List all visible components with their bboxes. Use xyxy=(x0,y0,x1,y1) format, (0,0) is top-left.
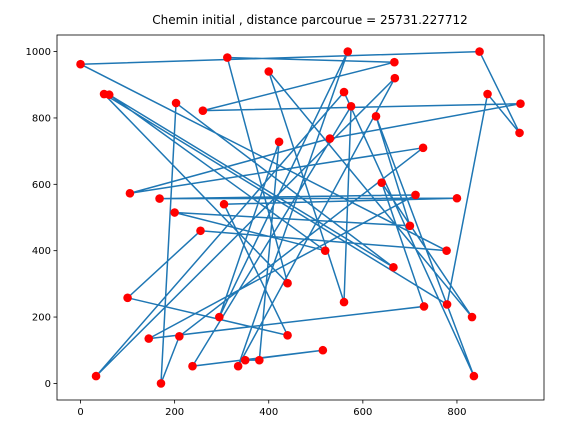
y-tick-label: 0 xyxy=(45,379,51,390)
city-point xyxy=(144,334,154,343)
y-tick-label: 800 xyxy=(32,113,51,124)
city-point xyxy=(418,143,428,153)
city-point xyxy=(339,297,349,307)
city-point xyxy=(91,371,101,381)
city-point xyxy=(371,112,381,121)
city-point xyxy=(76,59,85,69)
city-point xyxy=(240,355,250,365)
city-point xyxy=(469,371,479,381)
x-tick-label: 600 xyxy=(353,407,372,418)
city-point xyxy=(419,302,429,311)
city-point xyxy=(389,262,398,272)
plot-frame xyxy=(56,34,545,401)
y-tick-label: 200 xyxy=(32,313,51,324)
city-point xyxy=(325,134,335,143)
city-point xyxy=(198,106,208,115)
city-point xyxy=(467,312,477,322)
city-point xyxy=(283,278,292,288)
city-point xyxy=(104,90,114,100)
city-point xyxy=(123,293,132,303)
tour-path-line xyxy=(80,50,521,384)
city-point xyxy=(170,208,179,217)
x-tick-label: 800 xyxy=(447,407,466,418)
city-point xyxy=(346,102,356,111)
city-point xyxy=(125,188,135,198)
x-tick-label: 200 xyxy=(165,407,184,418)
chart-title: Chemin initial , distance parcourue = 25… xyxy=(152,13,468,27)
city-point xyxy=(283,331,292,340)
x-tick-label: 0 xyxy=(77,407,83,418)
city-point xyxy=(223,53,232,62)
city-point xyxy=(483,89,492,99)
city-point xyxy=(318,345,328,355)
city-point xyxy=(264,67,274,76)
city-point xyxy=(475,47,484,56)
city-point xyxy=(255,355,264,365)
city-point xyxy=(377,178,386,187)
city-point xyxy=(411,190,420,200)
city-point xyxy=(405,221,415,231)
x-tick-label: 400 xyxy=(259,407,278,418)
city-point xyxy=(155,194,164,203)
city-point xyxy=(175,331,184,341)
y-tick-label: 400 xyxy=(32,246,51,257)
axes: 0 200 400 600 800 0 200 400 600 800 1000 xyxy=(26,34,545,418)
city-point xyxy=(196,226,205,236)
city-point xyxy=(515,128,524,138)
city-point xyxy=(188,361,197,371)
city-point xyxy=(516,99,525,108)
city-point xyxy=(219,199,229,209)
city-point xyxy=(156,379,166,388)
city-point xyxy=(339,87,349,97)
y-tick-label: 1000 xyxy=(26,47,51,58)
city-point xyxy=(171,98,181,108)
city-point xyxy=(343,47,353,56)
city-point xyxy=(452,193,462,203)
y-tick-label: 600 xyxy=(32,180,51,191)
plot-area xyxy=(76,47,525,388)
city-point xyxy=(442,246,451,255)
city-point xyxy=(274,137,284,147)
city-point xyxy=(215,312,224,322)
city-point xyxy=(390,57,399,67)
city-point xyxy=(390,73,400,83)
city-point xyxy=(320,246,330,255)
city-point xyxy=(442,300,452,309)
city-point xyxy=(233,361,243,371)
